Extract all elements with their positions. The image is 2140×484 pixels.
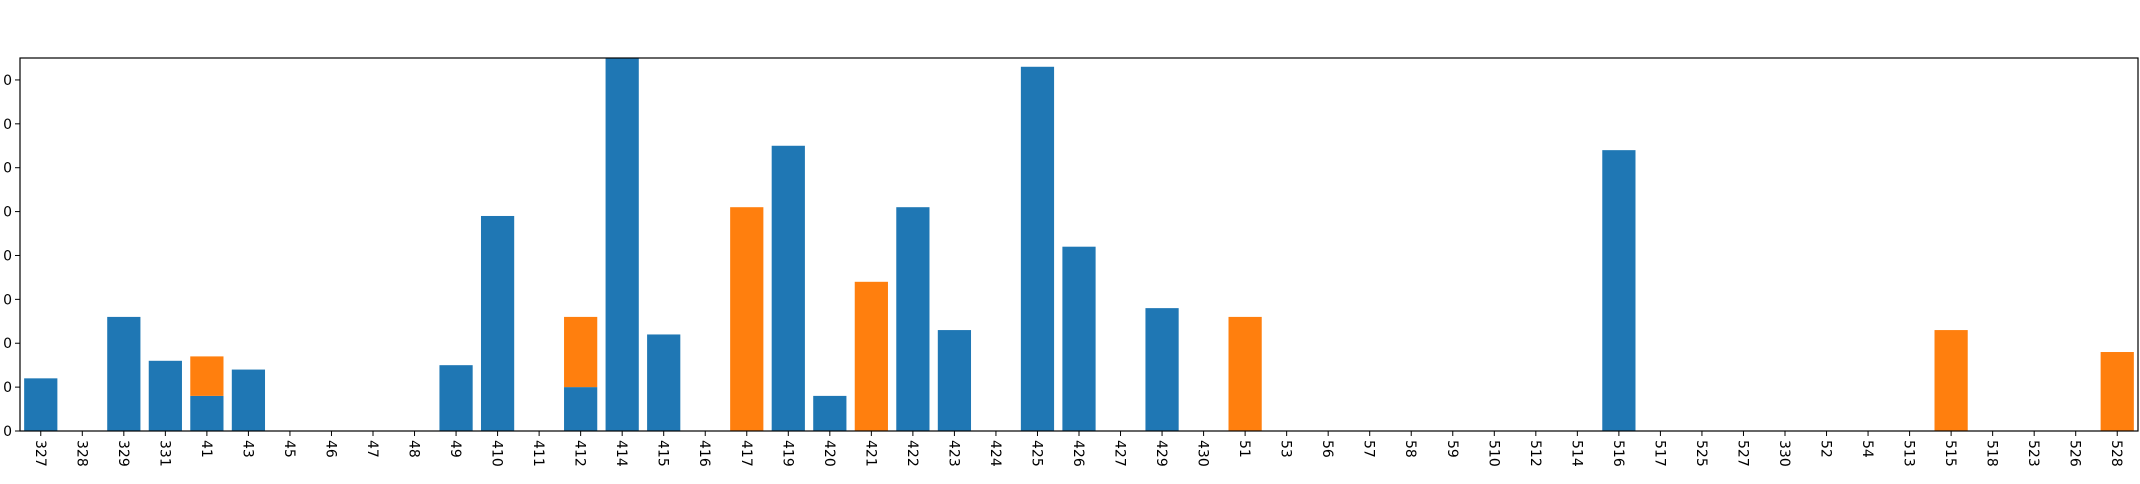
x-tick-label-514: 514 xyxy=(1568,440,1584,467)
x-tick-label-45: 45 xyxy=(281,440,297,458)
x-tick-label-56: 56 xyxy=(1319,440,1335,458)
x-tick-label-41: 41 xyxy=(198,440,214,458)
y-tick-label: 0 xyxy=(3,336,12,352)
bar-51-series-2 xyxy=(1228,316,1262,431)
x-tick-label-515: 515 xyxy=(1942,440,1958,467)
x-tick-label-48: 48 xyxy=(406,440,422,458)
x-tick-label-512: 512 xyxy=(1527,440,1543,467)
x-tick-label-527: 527 xyxy=(1734,440,1750,467)
x-tick-label-420: 420 xyxy=(821,440,837,467)
x-tick-label-427: 427 xyxy=(1112,440,1128,467)
bar-516-series-1 xyxy=(1602,150,1636,431)
x-tick-label-513: 513 xyxy=(1901,440,1917,467)
bar-43-series-1 xyxy=(231,369,266,431)
x-tick-label-510: 510 xyxy=(1485,440,1501,467)
bar-412-series-1 xyxy=(564,387,598,431)
x-tick-label-43: 43 xyxy=(239,440,255,458)
x-tick-label-422: 422 xyxy=(904,440,920,467)
x-tick-label-54: 54 xyxy=(1859,440,1875,458)
y-axis: 0 0 0 0 0 0 0 0 0 xyxy=(3,73,20,440)
x-tick-label-330: 330 xyxy=(1776,440,1792,467)
x-tick-label-417: 417 xyxy=(738,440,754,467)
x-tick-label-53: 53 xyxy=(1278,440,1294,458)
x-tick-label-331: 331 xyxy=(156,440,172,467)
y-tick-label: 0 xyxy=(3,73,12,89)
bar-417-series-2 xyxy=(730,207,764,431)
bar-425-series-1 xyxy=(1020,66,1055,431)
x-tick-label-411: 411 xyxy=(530,440,546,467)
x-tick-label-516: 516 xyxy=(1610,440,1626,467)
bar-415-series-1 xyxy=(647,334,681,431)
x-tick-label-58: 58 xyxy=(1402,440,1418,458)
x-tick-label-426: 426 xyxy=(1070,440,1086,467)
bar-41-series-1 xyxy=(190,395,224,431)
x-tick-label-329: 329 xyxy=(115,440,131,467)
plot-frame xyxy=(19,57,2139,432)
bar-41-series-2 xyxy=(190,356,224,396)
y-tick-label: 0 xyxy=(3,161,12,177)
x-tick-label-47: 47 xyxy=(364,440,380,458)
x-tick-label-517: 517 xyxy=(1651,440,1667,467)
x-tick-label-525: 525 xyxy=(1693,440,1709,467)
y-tick-label: 0 xyxy=(3,380,12,396)
bar-528-series-2 xyxy=(2100,352,2134,431)
bar-327-series-1 xyxy=(24,378,58,431)
bars-layer xyxy=(24,58,2134,431)
y-tick-label: 0 xyxy=(3,292,12,308)
x-tick-label-528: 528 xyxy=(2108,440,2124,467)
x-tick-label-412: 412 xyxy=(572,440,588,467)
bar-331-series-1 xyxy=(148,360,182,431)
x-tick-label-410: 410 xyxy=(489,440,505,467)
x-axis: 327 328 329 331 41 43 45 46 47 48 49 410 411 412 414 41… xyxy=(32,431,2124,467)
x-tick-label-49: 49 xyxy=(447,440,463,458)
bar-410-series-1 xyxy=(480,215,515,431)
x-tick-label-52: 52 xyxy=(1818,440,1834,458)
bar-421-series-2 xyxy=(854,281,888,431)
bar-515-series-2 xyxy=(1934,330,1968,431)
y-tick-label: 0 xyxy=(3,205,12,221)
x-tick-label-419: 419 xyxy=(779,440,795,467)
x-tick-label-425: 425 xyxy=(1028,440,1044,467)
bar-414-series-1 xyxy=(605,58,639,431)
x-tick-label-415: 415 xyxy=(655,440,671,467)
x-tick-label-327: 327 xyxy=(32,440,48,467)
x-tick-label-424: 424 xyxy=(987,440,1003,467)
bar-423-series-1 xyxy=(937,330,972,431)
y-tick-label: 0 xyxy=(3,424,12,440)
x-tick-label-429: 429 xyxy=(1153,440,1169,467)
x-tick-label-57: 57 xyxy=(1361,440,1377,458)
x-tick-label-59: 59 xyxy=(1444,440,1460,458)
bar-429-series-1 xyxy=(1145,308,1179,431)
x-tick-label-518: 518 xyxy=(1984,440,2000,467)
bar-422-series-1 xyxy=(896,207,930,431)
bar-420-series-1 xyxy=(813,395,847,431)
x-tick-label-523: 523 xyxy=(2025,440,2041,467)
x-tick-label-416: 416 xyxy=(696,440,712,467)
x-tick-label-46: 46 xyxy=(322,440,338,458)
x-tick-label-421: 421 xyxy=(862,440,878,467)
x-tick-label-430: 430 xyxy=(1195,440,1211,467)
bar-419-series-1 xyxy=(771,145,805,431)
bar-426-series-1 xyxy=(1062,246,1096,431)
y-tick-label: 0 xyxy=(3,117,12,133)
x-tick-label-414: 414 xyxy=(613,440,629,467)
y-tick-label: 0 xyxy=(3,248,12,264)
bar-329-series-1 xyxy=(107,316,141,431)
x-tick-label-526: 526 xyxy=(2067,440,2083,467)
bar-49-series-1 xyxy=(439,365,473,431)
x-tick-label-51: 51 xyxy=(1236,440,1252,458)
x-tick-label-423: 423 xyxy=(945,440,961,467)
x-tick-label-328: 328 xyxy=(73,440,89,467)
bar-412-series-2 xyxy=(564,316,598,388)
